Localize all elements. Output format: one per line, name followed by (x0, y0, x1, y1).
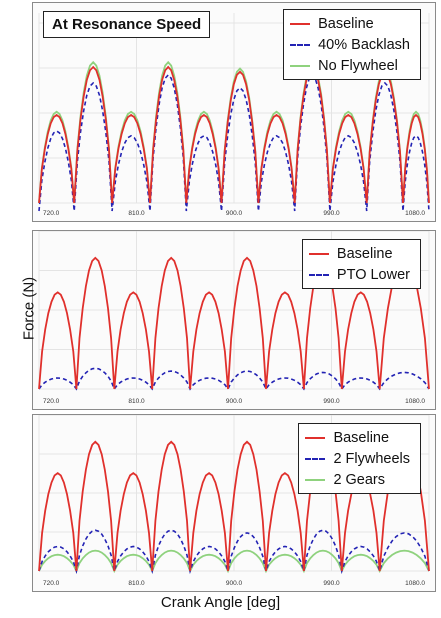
legend-item: Baseline (308, 243, 410, 264)
legend-item: PTO Lower (308, 264, 410, 285)
chart-plot-2: 720.0 810.0 900.0 990.0 1080.0 (38, 231, 430, 405)
legend-item: Baseline (290, 13, 410, 34)
x-tick-label: 1080.0 (405, 398, 425, 405)
x-tick-label: 810.0 (128, 398, 145, 405)
legend-swatch-baseline (290, 22, 311, 25)
legend-label: Baseline (318, 15, 374, 32)
legend-label: No Flywheel (318, 57, 398, 74)
chart-panel-1: 720.0 810.0 900.0 990.0 1080.0 At Resonance … (32, 2, 436, 222)
legend-label: PTO Lower (336, 266, 410, 283)
x-tick-label: 900.0 (226, 398, 243, 405)
legend-item: 40% Backlash (290, 34, 410, 55)
x-tick-label: 810.0 (128, 210, 145, 217)
legend-label: 40% Backlash (318, 36, 410, 53)
legend-swatch-backlash (290, 43, 311, 46)
y-axis-label: Force (N) (20, 276, 38, 341)
chart-legend-3: Baseline 2 Flywheels 2 Gears (298, 423, 421, 494)
legend-swatch-baseline (305, 436, 326, 439)
legend-item: Baseline (305, 427, 410, 448)
x-tick-label: 720.0 (43, 580, 60, 587)
x-tick-label: 1080.0 (405, 210, 425, 217)
legend-item: No Flywheel (290, 55, 410, 76)
series-line-baseline (38, 65, 430, 204)
x-tick-label: 720.0 (43, 398, 60, 405)
legend-swatch-baseline (308, 252, 329, 255)
legend-label: Baseline (333, 429, 390, 446)
legend-label: 2 Gears (333, 471, 386, 488)
x-axis-label: Crank Angle [deg] (160, 594, 281, 611)
x-tick-label: 1080.0 (405, 580, 425, 587)
chart-title: At Resonance Speed (43, 11, 211, 38)
legend-swatch-2-flywheels (305, 457, 326, 460)
chart-legend-2: Baseline PTO Lower (301, 239, 421, 289)
x-tick-label: 990.0 (323, 210, 340, 217)
x-tick-label: 900.0 (226, 210, 243, 217)
x-tick-label: 720.0 (43, 210, 60, 217)
legend-item: 2 Gears (305, 469, 410, 490)
legend-swatch-pto-lower (308, 273, 329, 276)
x-tick-label: 810.0 (128, 580, 145, 587)
legend-swatch-2-gears (305, 478, 326, 481)
x-tick-label: 990.0 (323, 580, 340, 587)
legend-item: 2 Flywheels (305, 448, 410, 469)
series-line-baseline (38, 256, 430, 390)
legend-swatch-no-flywheel (290, 64, 311, 67)
legend-label: 2 Flywheels (333, 450, 410, 467)
series-line-pto-lower (38, 367, 430, 391)
series-line-2-flywheels (38, 529, 430, 575)
chart-panel-2: 720.0 810.0 900.0 990.0 1080.0 Baseline PTO … (32, 230, 436, 410)
x-tick-label: 900.0 (226, 580, 243, 587)
x-tick-label: 990.0 (323, 398, 340, 405)
chart-panel-3: 720.0 810.0 900.0 990.0 1080.0 Baseline 2 Fl… (32, 414, 436, 592)
chart-legend-1: Baseline 40% Backlash No Flywheel (283, 9, 421, 80)
legend-label: Baseline (336, 245, 393, 262)
